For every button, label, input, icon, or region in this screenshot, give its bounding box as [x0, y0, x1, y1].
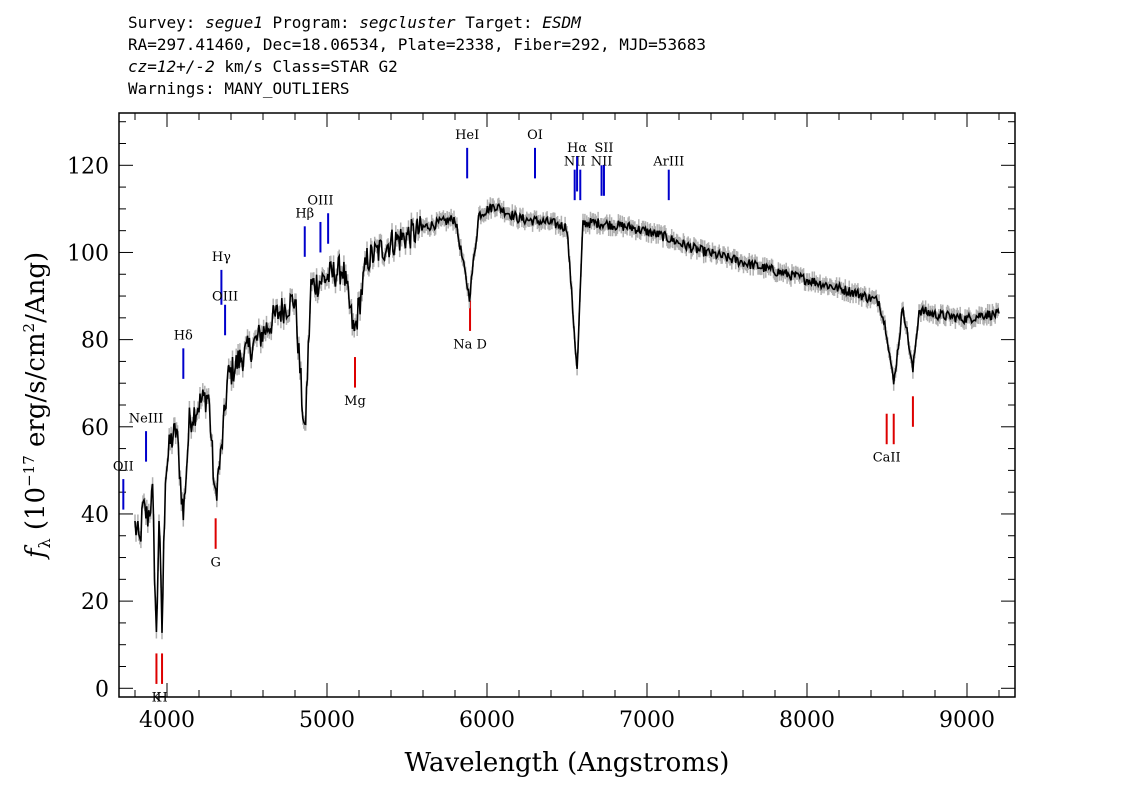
- absorption-line-label: Mg: [344, 394, 366, 409]
- x-tick-label: 6000: [459, 708, 515, 733]
- x-tick-label: 5000: [299, 708, 355, 733]
- plot-frame: [118, 112, 1016, 698]
- error-band: [134, 197, 999, 640]
- x-tick-label: 7000: [619, 708, 675, 733]
- survey-value: segue1: [205, 13, 263, 32]
- spectrum-line: [134, 202, 1000, 633]
- spectrum-series: [134, 197, 1000, 640]
- emission-line-label: Hα: [567, 141, 587, 156]
- emission-line-label: Hγ: [212, 250, 231, 265]
- program-value: segcluster: [359, 13, 456, 32]
- x-tick-label: 8000: [779, 708, 835, 733]
- header-line-3: cz=12+/-2 km/s Class=STAR G2: [128, 56, 706, 78]
- redshift-value: cz=12+/-2: [128, 57, 215, 76]
- emission-line-label: OII: [113, 459, 134, 474]
- y-tick-label: 120: [67, 154, 109, 179]
- emission-line-label: OI: [527, 128, 543, 143]
- absorption-line-label: H: [156, 690, 167, 705]
- emission-line-label: OIII: [307, 194, 333, 209]
- emission-line-label: Hβ: [295, 207, 314, 222]
- class-info: km/s Class=STAR G2: [214, 57, 398, 76]
- emission-line-label: OIII: [212, 289, 238, 304]
- header-line-2: RA=297.41460, Dec=18.06534, Plate=2338, …: [128, 35, 706, 54]
- x-tick-label: 4000: [139, 708, 195, 733]
- spectrum-header: Survey: segue1 Program: segcluster Targe…: [128, 12, 706, 100]
- y-axis-title: fλ (10−17 erg/s/cm2/Ang): [20, 252, 54, 560]
- target-label: Target:: [465, 13, 533, 32]
- y-tick-label: 60: [81, 416, 109, 441]
- emission-line-label: NeIII: [129, 411, 163, 426]
- emission-line-label: Hδ: [174, 329, 193, 344]
- emission-line-label: ArIII: [652, 154, 684, 169]
- absorption-line-label: G: [210, 555, 220, 570]
- target-value: ESDM: [542, 13, 581, 32]
- x-axis: 4000 5000 6000 7000 8000 9000: [134, 113, 1000, 733]
- y-tick-label: 80: [81, 329, 109, 354]
- header-line-4: Warnings: MANY_OUTLIERS: [128, 79, 350, 98]
- survey-label: Survey:: [128, 13, 196, 32]
- x-axis-title: Wavelength (Angstroms): [405, 748, 730, 778]
- emission-line-label: NII: [591, 154, 613, 169]
- emission-line-label: HeI: [455, 128, 479, 143]
- emission-line-label: SII: [594, 141, 613, 156]
- emission-line-label: NII: [564, 154, 586, 169]
- absorption-line-label: CaII: [873, 451, 901, 466]
- y-tick-label: 0: [95, 677, 109, 702]
- y-tick-label: 40: [81, 503, 109, 528]
- x-tick-label: 9000: [939, 708, 995, 733]
- y-tick-label: 20: [81, 590, 109, 615]
- y-axis: 0 20 40 60 80 100 120: [67, 121, 1015, 702]
- absorption-line-label: Na D: [453, 337, 487, 352]
- y-tick-label: 100: [67, 241, 109, 266]
- program-label: Program:: [272, 13, 350, 32]
- absorption-line-label: K: [152, 690, 162, 705]
- header-line-1: Survey: segue1 Program: segcluster Targe…: [128, 12, 706, 34]
